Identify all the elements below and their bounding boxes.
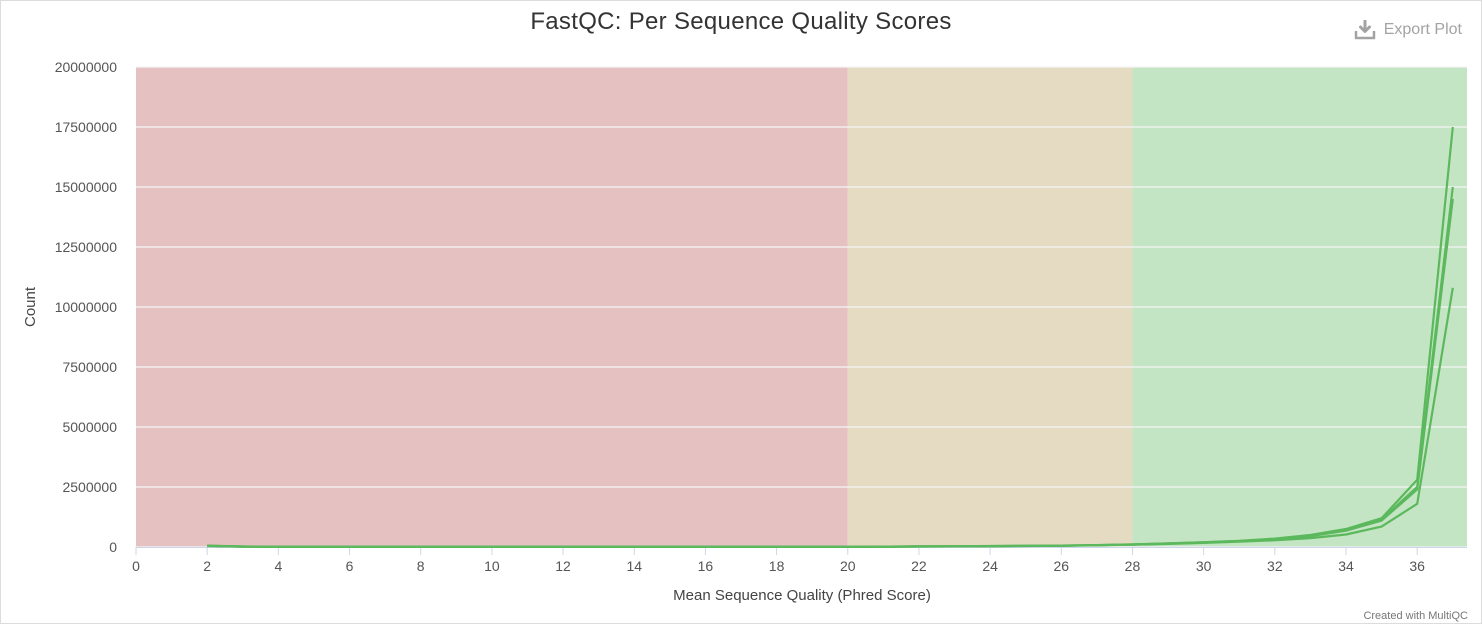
x-axis-ticks: 0 2 4 6 8 10 12 14 16 18 20 22 24 26 28 30 32 34 36 (132, 547, 1467, 574)
x-tick-label: 14 (626, 558, 642, 574)
y-tick-label: 20000000 (55, 59, 118, 75)
x-tick-label: 30 (1196, 558, 1212, 574)
y-axis-title: Count (22, 286, 39, 327)
x-tick-label: 22 (911, 558, 927, 574)
x-tick-label: 16 (698, 558, 714, 574)
x-tick-label: 26 (1054, 558, 1070, 574)
y-axis-ticks: 0 2500000 5000000 7500000 10000000 12500000 15… (55, 59, 118, 555)
x-tick-label: 34 (1338, 558, 1354, 574)
x-axis-title: Mean Sequence Quality (Phred Score) (673, 587, 931, 604)
y-tick-label: 0 (109, 539, 117, 555)
y-tick-label: 5000000 (62, 419, 117, 435)
y-tick-label: 2500000 (62, 479, 117, 495)
x-tick-label: 32 (1267, 558, 1283, 574)
series-line (207, 287, 1454, 549)
download-icon (1354, 20, 1375, 40)
export-plot-label: Export Plot (1383, 21, 1462, 38)
x-tick-label: 10 (484, 558, 500, 574)
x-tick-label: 18 (769, 558, 785, 574)
x-tick-label: 28 (1125, 558, 1141, 574)
x-tick-label: 24 (982, 558, 998, 574)
x-tick-label: 0 (132, 558, 140, 574)
x-tick-label: 2 (203, 558, 211, 574)
y-tick-label: 12500000 (55, 239, 118, 255)
chart-title: FastQC: Per Sequence Quality Scores (530, 8, 952, 35)
y-tick-label: 15000000 (55, 179, 118, 195)
y-tick-label: 7500000 (62, 359, 117, 375)
x-tick-label: 12 (555, 558, 571, 574)
y-tick-label: 17500000 (55, 119, 118, 135)
x-tick-label: 8 (417, 558, 425, 574)
series-lines (207, 126, 1454, 549)
x-tick-label: 6 (346, 558, 354, 574)
export-plot-button[interactable]: Export Plot (1354, 18, 1462, 42)
x-tick-label: 4 (274, 558, 282, 574)
y-tick-label: 10000000 (55, 299, 118, 315)
credit-text: Created with MultiQC (1363, 610, 1468, 622)
x-tick-label: 20 (840, 558, 856, 574)
x-tick-label: 36 (1409, 558, 1425, 574)
